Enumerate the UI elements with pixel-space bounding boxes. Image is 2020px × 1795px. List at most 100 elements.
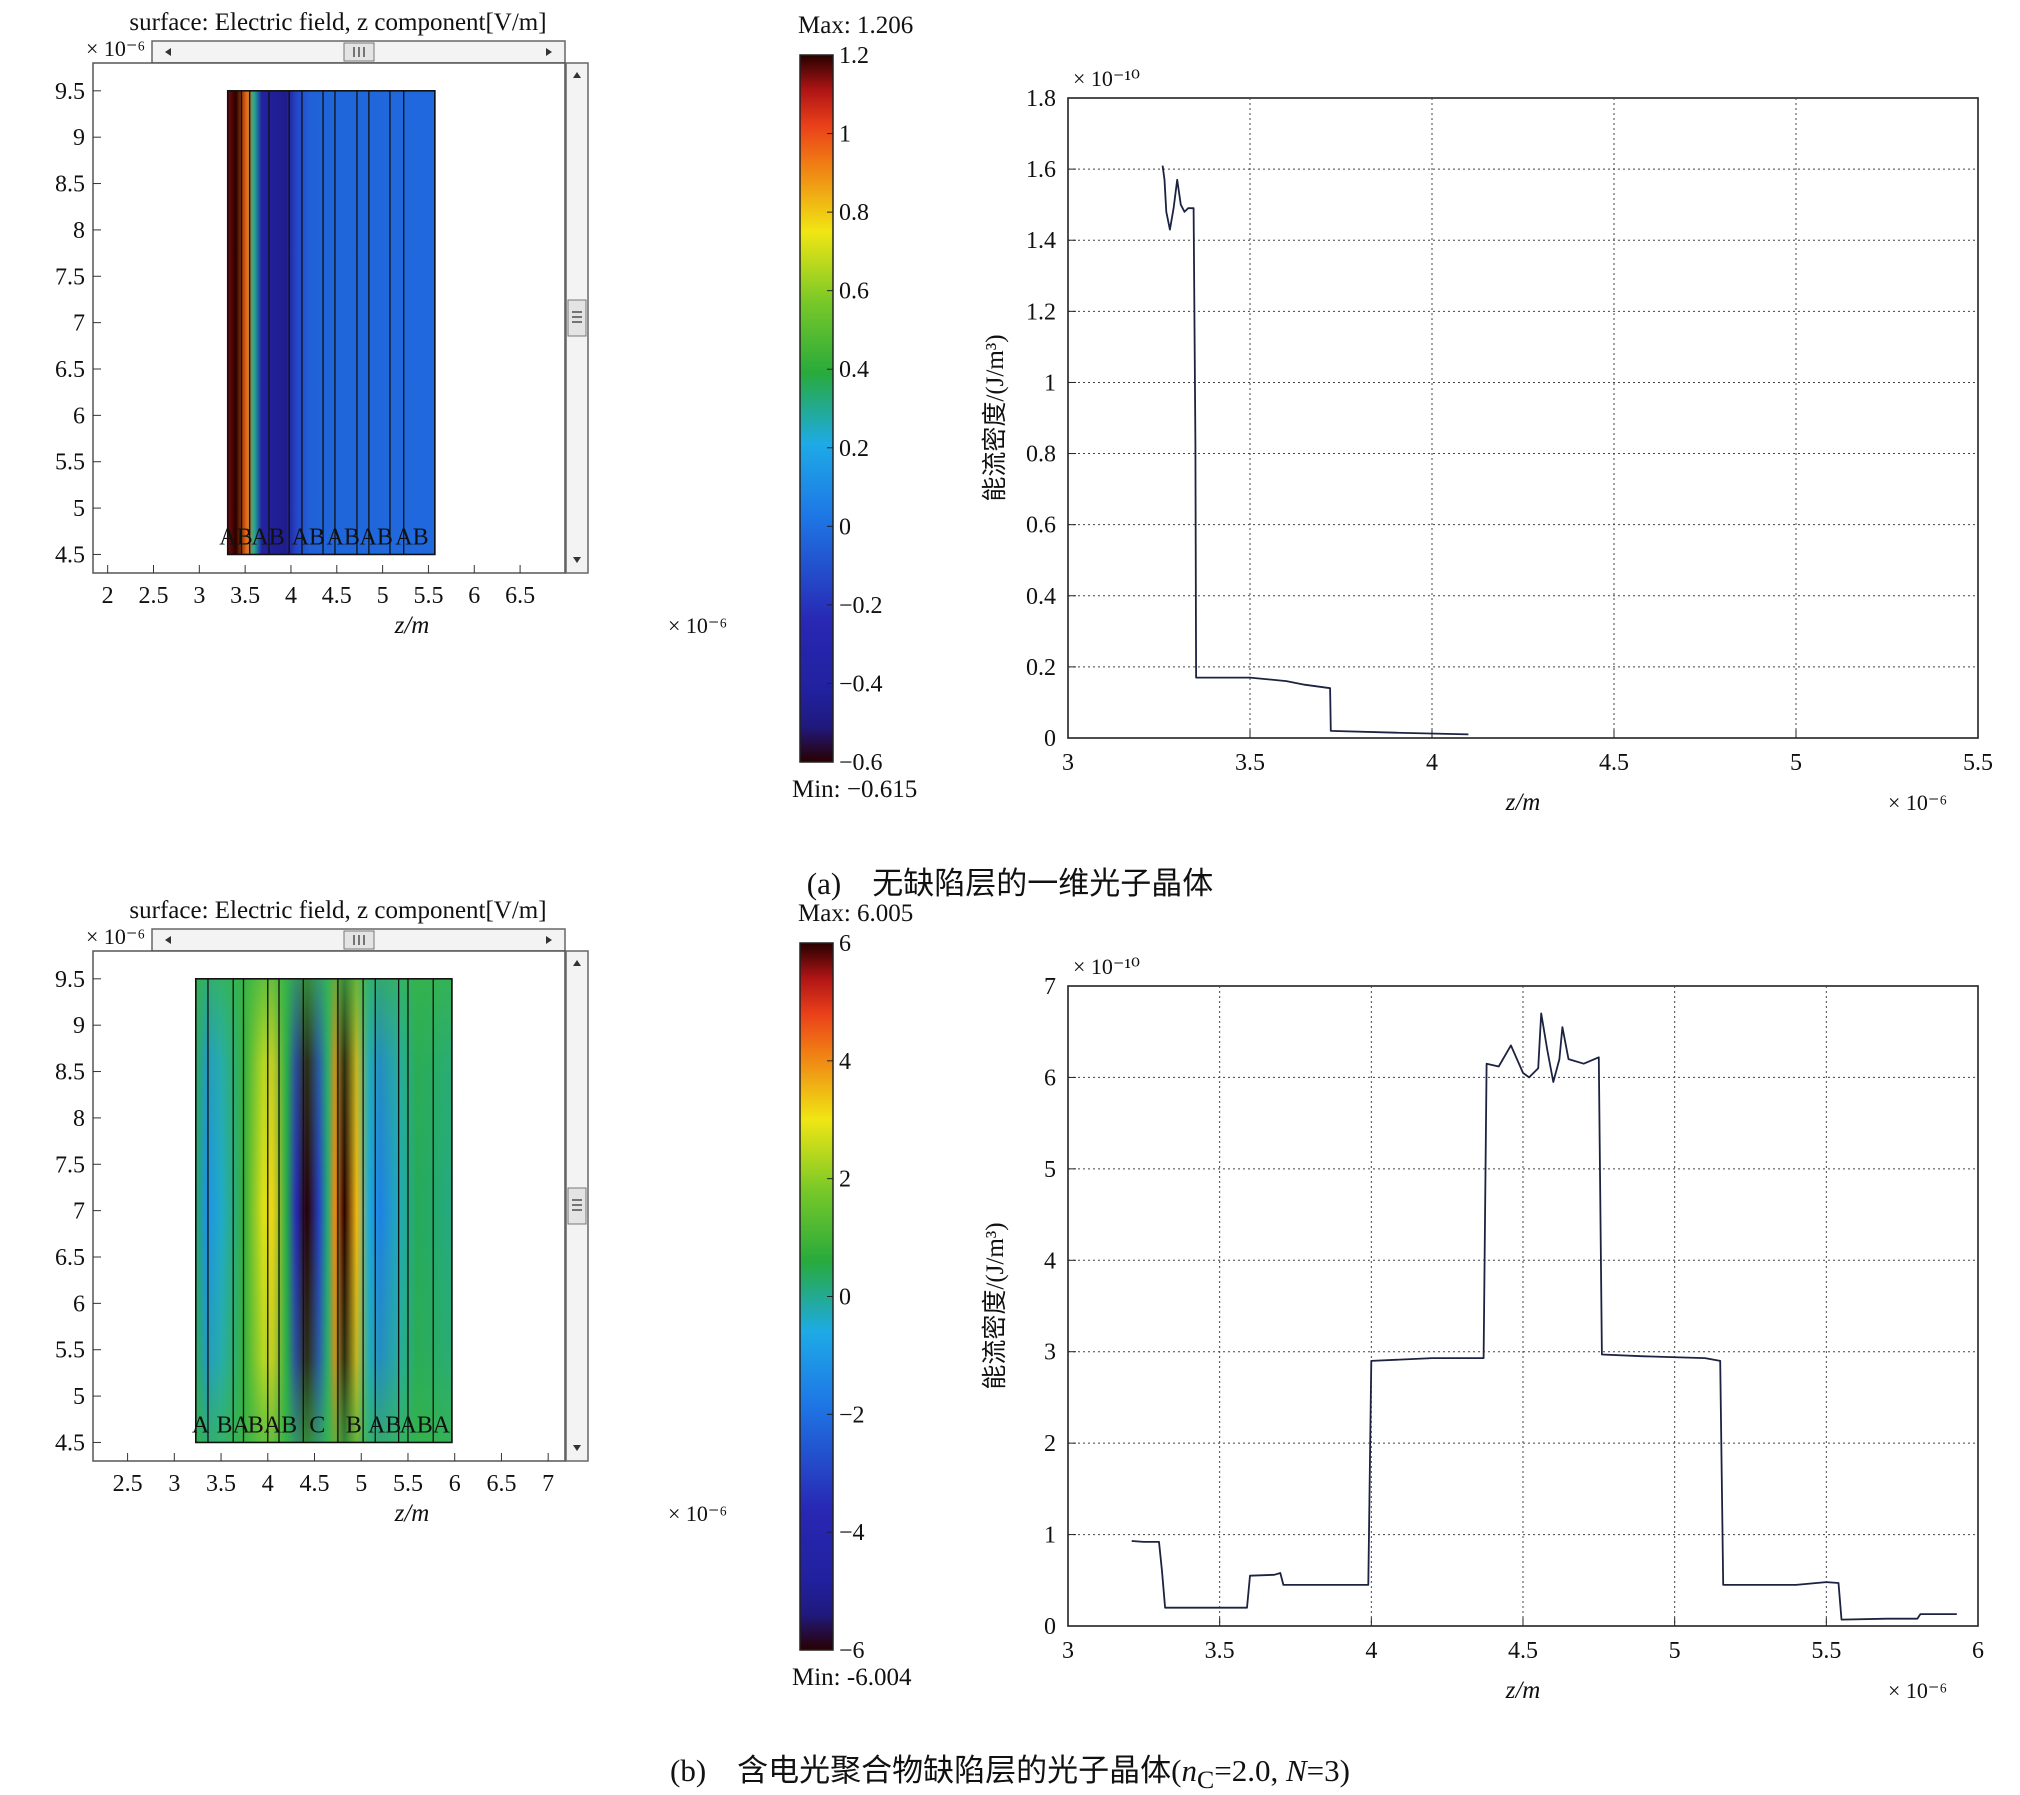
y-tick-label: 3 <box>1044 1340 1056 1366</box>
panel-b: surface: Electric field, z component[V/m… <box>0 888 2020 1794</box>
colorbar-tick-label: 0 <box>839 514 851 540</box>
layer-label: AB <box>360 524 393 550</box>
colorbar-max-label: Max: 6.005 <box>798 900 913 927</box>
scroll-right-arrow-icon <box>546 48 552 56</box>
x-tick-label: 4 <box>1426 750 1438 776</box>
energy-chart-b: × 10⁻¹⁰ 0 1 2 3 4 5 6 7 3 3.5 4 4.5 5 5.5 6 z/m × 10⁻⁶ 能流密… <box>981 954 1984 1698</box>
y-tick-label: 9.5 <box>55 79 85 105</box>
scroll-up-arrow-icon <box>573 960 581 966</box>
x-tick-label: 4.5 <box>300 1471 330 1497</box>
layer-label: C <box>309 1412 325 1438</box>
layer-label: AB <box>368 1412 401 1438</box>
colorbar-max-label: Max: 1.206 <box>798 12 913 39</box>
x-tick-label: 4.5 <box>1599 750 1629 776</box>
x-tick-label: 4.5 <box>322 583 352 609</box>
vertical-scroll-thumb[interactable] <box>567 1187 587 1225</box>
caption-b-sub: C <box>1197 1765 1215 1795</box>
colorbar-tick-label: −4 <box>839 1520 865 1546</box>
caption-b-rest: =2.0, <box>1214 1753 1286 1788</box>
y-tick-label: 8.5 <box>55 1060 85 1086</box>
layer-label: AB <box>292 524 325 550</box>
y-tick-label: 6 <box>73 1291 85 1317</box>
x-tick-label: 3.5 <box>206 1471 236 1497</box>
field-vertical-fade <box>195 978 452 1443</box>
x-tick-label: 7 <box>542 1471 554 1497</box>
layer-label: AB <box>395 524 428 550</box>
y-tick-label: 6 <box>1044 1065 1056 1091</box>
x-tick-label: 6 <box>1972 1638 1984 1664</box>
y-tick-label: 7 <box>73 1199 85 1225</box>
x-tick-label: 2.5 <box>113 1471 143 1497</box>
y-tick-label: 7 <box>73 311 85 337</box>
y-tick-label: 7.5 <box>55 264 85 290</box>
x-tick-label: 3 <box>168 1471 180 1497</box>
y-tick-label: 8.5 <box>55 172 85 198</box>
x-tick-label: 5.5 <box>393 1471 423 1497</box>
caption-b-end: =3) <box>1306 1753 1350 1788</box>
y-axis-label: 能流密度/(J/m³) <box>981 334 1009 501</box>
y-tick-label: 5.5 <box>55 1338 85 1364</box>
colorbar-tick-label: 4 <box>839 1049 851 1075</box>
colorbar-tick-label: 0.2 <box>839 436 869 462</box>
colorbar-tick-label: 2 <box>839 1167 851 1193</box>
y-tick-label: 7.5 <box>55 1152 85 1178</box>
layer-label: B <box>346 1412 362 1438</box>
colorbar-min-label: Min: -6.004 <box>792 1664 912 1688</box>
y-tick-label: 1.2 <box>1026 299 1056 325</box>
colorbar-tick-label: −6 <box>839 1638 865 1664</box>
layer-label: BAB <box>248 1412 297 1438</box>
layer-label: AB <box>327 524 360 550</box>
y-tick-label: 5 <box>73 496 85 522</box>
field-region <box>227 90 435 555</box>
colorbar <box>799 54 834 763</box>
series-line-0 <box>1131 1012 1957 1621</box>
x-tick-label: 3.5 <box>230 583 260 609</box>
scroll-left-arrow-icon <box>165 936 171 944</box>
y-tick-label: 6.5 <box>55 357 85 383</box>
x-tick-label: 6 <box>449 1471 461 1497</box>
y-tick-label: 0.8 <box>1026 442 1056 468</box>
x-tick-label: 5 <box>1790 750 1802 776</box>
x-tick-label: 4 <box>1365 1638 1377 1664</box>
panel-a: surface: Electric field, z component[V/m… <box>0 0 2020 901</box>
colorbar-tick-label: 0.4 <box>839 357 869 383</box>
colorbar-tick-label: −0.2 <box>839 593 883 619</box>
caption-b-main: (b) 含电光聚合物缺陷层的光子晶体( <box>670 1753 1182 1788</box>
scroll-down-arrow-icon <box>573 557 581 563</box>
x-tick-label: 3.5 <box>1235 750 1265 776</box>
x-tick-label: 2.5 <box>138 583 168 609</box>
layer-label: BA <box>217 1412 251 1438</box>
x-tick-label: 6.5 <box>486 1471 516 1497</box>
y-tick-label: 8 <box>73 1106 85 1132</box>
y-tick-label: 2 <box>1044 1431 1056 1457</box>
y-tick-label: 0 <box>1044 726 1056 752</box>
y-tick-label: 4.5 <box>55 1430 85 1456</box>
y-tick-label: 0.6 <box>1026 513 1056 539</box>
y-exponent-label: × 10⁻¹⁰ <box>1073 66 1140 91</box>
y-exponent-label: × 10⁻¹⁰ <box>1073 954 1140 979</box>
x-tick-label: 5.5 <box>1963 750 1993 776</box>
x-tick-label: 5.5 <box>413 583 443 609</box>
colorbar-tick-label: 6 <box>839 931 851 957</box>
layer-label: AB <box>251 524 284 550</box>
colorbar-tick-label: 0 <box>839 1285 851 1311</box>
y-tick-label: 5 <box>73 1384 85 1410</box>
x-tick-label: 5 <box>377 583 389 609</box>
x-tick-label: 4 <box>285 583 297 609</box>
y-tick-label: 0.4 <box>1026 584 1056 610</box>
x-exponent-label: × 10⁻⁶ <box>1888 790 1947 810</box>
y-tick-label: 6.5 <box>55 1245 85 1271</box>
y-tick-label: 5 <box>1044 1157 1056 1183</box>
caption-b: (b) 含电光聚合物缺陷层的光子晶体(nC=2.0, N=3) <box>0 1745 2020 1795</box>
colorbar-tick-label: 1.2 <box>839 43 869 69</box>
layer-label: AB <box>219 524 252 550</box>
x-tick-label: 3 <box>1062 750 1074 776</box>
caption-a: (a) 无缺陷层的一维光子晶体 <box>806 866 1214 901</box>
x-tick-label: 5 <box>1669 1638 1681 1664</box>
layer-label: ABA <box>399 1412 450 1438</box>
x-axis-label: z/m <box>394 1500 430 1527</box>
vertical-scroll-thumb[interactable] <box>567 299 587 337</box>
colorbar-tick-label: −0.6 <box>839 750 883 776</box>
y-tick-label: 9 <box>73 1013 85 1039</box>
colorbar-tick-label: −2 <box>839 1402 865 1428</box>
